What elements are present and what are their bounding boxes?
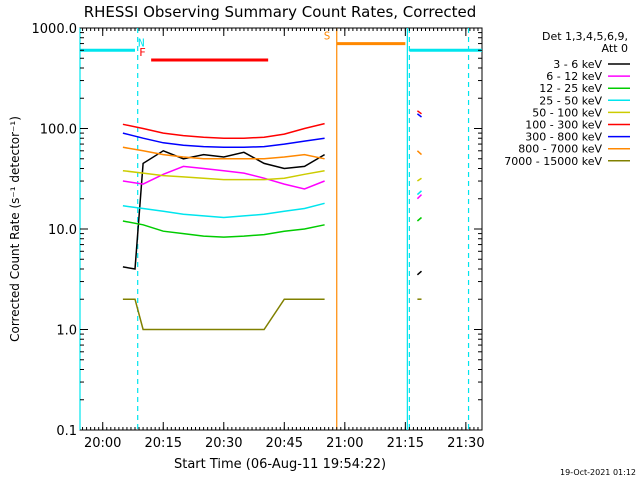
legend-label: 12 - 25 keV bbox=[539, 82, 602, 95]
x-tick-label: 20:45 bbox=[266, 436, 303, 451]
series-layer bbox=[122, 110, 423, 331]
x-tick-label: 21:15 bbox=[387, 436, 424, 451]
legend-heading: Det 1,3,4,5,6,9, bbox=[542, 30, 628, 43]
flag-label: N bbox=[138, 36, 145, 49]
legend-heading-att: Att 0 bbox=[602, 42, 628, 55]
series-line bbox=[416, 113, 422, 118]
series-line bbox=[416, 150, 423, 156]
chart-title: RHESSI Observing Summary Count Rates, Co… bbox=[84, 3, 477, 21]
series-line bbox=[122, 132, 325, 149]
series-line bbox=[122, 298, 325, 331]
reference-lines bbox=[79, 28, 470, 430]
footer-date: 19-Oct-2021 01:12 bbox=[560, 468, 636, 477]
plot-frame bbox=[79, 27, 483, 431]
x-axis-label: Start Time (06-Aug-11 19:54:22) bbox=[174, 457, 386, 472]
x-tick-label: 20:00 bbox=[84, 436, 121, 451]
x-tick-label: 21:30 bbox=[447, 436, 484, 451]
series-line bbox=[416, 270, 422, 276]
legend-label: 800 - 7000 keV bbox=[518, 143, 602, 156]
y-axis-ticks: 0.1 1.0 10.0 100.0 1000.0 bbox=[32, 22, 482, 439]
legend-label: 3 - 6 keV bbox=[553, 58, 602, 71]
series-line bbox=[416, 194, 423, 200]
flag-label: F bbox=[139, 46, 146, 59]
series-line bbox=[122, 169, 325, 181]
y-tick-label: 1000.0 bbox=[32, 22, 78, 37]
series-line bbox=[122, 165, 325, 190]
y-tick-label: 1.0 bbox=[56, 324, 77, 339]
series-line bbox=[416, 177, 422, 182]
legend-label: 7000 - 15000 keV bbox=[504, 155, 602, 168]
x-tick-label: 21:00 bbox=[326, 436, 363, 451]
x-tick-label: 20:30 bbox=[205, 436, 242, 451]
legend-label: 50 - 100 keV bbox=[532, 106, 602, 119]
x-tick-label: 20:15 bbox=[145, 436, 182, 451]
y-tick-label: 100.0 bbox=[40, 123, 77, 138]
legend-label: 6 - 12 keV bbox=[546, 70, 602, 83]
legend-label: 100 - 300 keV bbox=[525, 119, 602, 132]
series-line bbox=[416, 110, 422, 115]
series-line bbox=[416, 190, 423, 196]
legend-label: 25 - 50 keV bbox=[539, 94, 602, 107]
series-line bbox=[416, 216, 422, 222]
x-axis-ticks: 20:00 20:15 20:30 20:45 21:00 21:15 21:30 bbox=[82, 28, 485, 451]
flag-bars: NF S bbox=[80, 30, 482, 62]
series-line bbox=[122, 202, 325, 219]
series-line bbox=[122, 220, 325, 238]
y-tick-label: 0.1 bbox=[56, 424, 77, 439]
series-line bbox=[122, 149, 325, 270]
y-tick-label: 10.0 bbox=[48, 223, 77, 238]
series-line bbox=[122, 122, 325, 139]
series-line bbox=[122, 146, 325, 160]
y-axis-label: Corrected Count Rate (s⁻¹ detector⁻¹) bbox=[8, 116, 22, 342]
flag-label: S bbox=[324, 30, 331, 43]
legend-label: 300 - 800 keV bbox=[525, 131, 602, 144]
